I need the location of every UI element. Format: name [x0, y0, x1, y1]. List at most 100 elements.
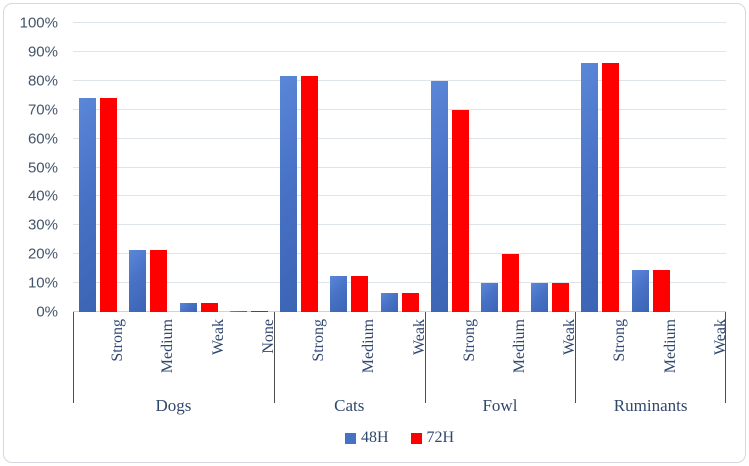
x-group-fowl: Strong Medium Weak Fowl — [424, 312, 578, 418]
legend-item-48h: 48H — [344, 429, 389, 447]
group-separator — [724, 312, 726, 403]
x-axis: Strong Medium Weak None Dogs Strong Medium Weak… — [73, 312, 729, 418]
gridline-70 — [73, 108, 726, 110]
bar-72h-dogs-medium — [150, 249, 168, 312]
x-group-ruminants: Strong Medium Weak Ruminants — [575, 312, 729, 418]
bar-72h-fowl-medium — [501, 254, 519, 312]
bar-48h-ruminants-medium — [631, 270, 649, 312]
bar-group-ruminants — [575, 23, 726, 312]
x-cell: Strong — [73, 312, 126, 398]
bar-cell-ruminants-weak — [676, 23, 726, 312]
bar-72h-dogs-strong — [100, 98, 118, 312]
bar-48h-dogs-none — [229, 310, 247, 312]
gridline-10 — [73, 282, 726, 284]
x-cell: Strong — [575, 312, 628, 398]
category-label: Weak — [711, 319, 729, 356]
x-cell: Medium — [123, 312, 176, 398]
group-separator — [273, 312, 275, 403]
group-separator — [575, 312, 577, 403]
bar-48h-fowl-medium — [480, 283, 498, 312]
y-tick-label-50: 50% — [27, 159, 58, 176]
y-tick-label-10: 10% — [27, 274, 58, 292]
y-tick-label-60: 60% — [27, 130, 58, 148]
bar-cell-cats-medium — [324, 23, 374, 312]
y-axis: 0% 10% 20% 30% 40% 50% 60% 70% 80% 90% 100% — [0, 16, 58, 320]
gridline-0 — [73, 311, 726, 312]
bar-72h-fowl-weak — [552, 283, 570, 312]
y-tick-label-30: 30% — [27, 216, 58, 234]
bars-row — [73, 23, 726, 312]
bar-48h-ruminants-strong — [581, 63, 599, 312]
legend-label: 72H — [426, 429, 455, 446]
bar-48h-dogs-weak — [179, 303, 197, 312]
gridline-60 — [73, 137, 726, 139]
bar-cell-dogs-strong — [73, 23, 123, 312]
bar-cell-ruminants-strong — [575, 23, 625, 312]
x-cell: Strong — [274, 312, 327, 398]
x-group-cats: Strong Medium Weak Cats — [273, 312, 428, 418]
bar-cell-fowl-weak — [525, 23, 575, 312]
group-label-cats: Cats — [334, 396, 365, 415]
bar-72h-dogs-none — [250, 310, 268, 312]
x-cell: None — [224, 312, 277, 398]
bar-48h-fowl-strong — [430, 80, 448, 312]
chart-frame-border — [3, 3, 746, 463]
x-cell: Medium — [626, 312, 679, 398]
x-group-dogs: Strong Medium Weak None Dogs — [73, 312, 277, 418]
x-cell: Medium — [475, 312, 528, 398]
bar-cell-cats-weak — [374, 23, 424, 312]
y-tick-label-100: 100% — [19, 14, 58, 32]
bar-group-cats — [274, 23, 425, 312]
bar-cell-dogs-none — [224, 23, 274, 312]
gridline-50 — [73, 166, 726, 168]
bar-72h-cats-weak — [401, 293, 419, 312]
gridline-30 — [73, 224, 726, 226]
gridline-20 — [73, 253, 726, 255]
y-tick-label-90: 90% — [27, 43, 58, 61]
legend-swatch-icon — [410, 432, 422, 444]
group-label-ruminants: Ruminants — [613, 396, 688, 415]
x-cell: Weak — [525, 312, 578, 398]
x-cell: Medium — [324, 312, 377, 398]
bar-72h-cats-medium — [351, 275, 369, 312]
gridline-40 — [73, 195, 726, 197]
group-label-dogs: Dogs — [155, 396, 192, 415]
y-tick-label-0: 0% — [36, 303, 58, 321]
bar-cell-dogs-weak — [173, 23, 223, 312]
bar-48h-fowl-weak — [531, 283, 549, 312]
plot-area — [73, 22, 726, 312]
y-tick-label-70: 70% — [27, 101, 58, 119]
bar-48h-dogs-medium — [129, 249, 147, 312]
bar-72h-dogs-weak — [200, 303, 218, 312]
bar-cell-fowl-medium — [475, 23, 525, 312]
x-cell: Weak — [173, 312, 227, 398]
bar-72h-ruminants-medium — [652, 270, 670, 312]
x-cell: Weak — [374, 312, 428, 398]
y-tick-label-40: 40% — [27, 187, 58, 205]
gridline-80 — [73, 79, 726, 81]
bar-cell-cats-strong — [274, 23, 324, 312]
legend-label: 48H — [360, 429, 389, 446]
y-tick-label-20: 20% — [27, 245, 58, 263]
gridline-100 — [73, 22, 726, 23]
x-cell: Weak — [676, 312, 729, 398]
bar-group-fowl — [425, 23, 576, 312]
bar-cell-dogs-medium — [123, 23, 173, 312]
legend: 48H 72H — [73, 429, 726, 447]
x-cell: Strong — [425, 312, 478, 398]
bar-72h-ruminants-strong — [602, 63, 620, 312]
bar-group-dogs — [73, 23, 274, 312]
bar-48h-dogs-strong — [79, 98, 97, 312]
legend-swatch-icon — [344, 432, 356, 444]
bar-48h-cats-medium — [330, 275, 348, 312]
bar-72h-cats-strong — [301, 76, 319, 312]
group-label-fowl: Fowl — [482, 396, 518, 415]
bar-48h-cats-strong — [280, 76, 298, 312]
bar-cell-ruminants-medium — [626, 23, 676, 312]
bar-72h-fowl-strong — [451, 109, 469, 312]
bar-48h-cats-weak — [380, 293, 398, 312]
gridline-90 — [73, 50, 726, 52]
y-tick-label-80: 80% — [27, 72, 58, 90]
group-separator — [73, 312, 74, 403]
